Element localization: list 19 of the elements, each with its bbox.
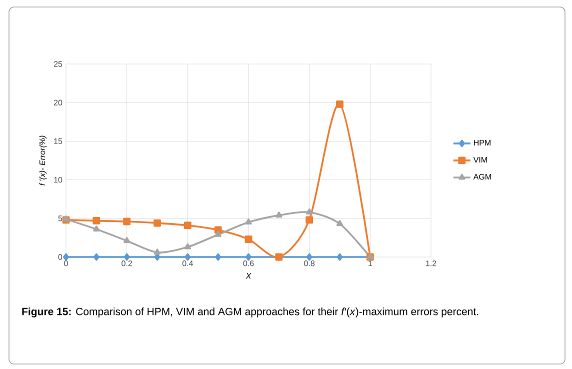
x-tick-label: 0.4 <box>182 260 193 266</box>
y-axis-title: f '(x)- Error(%) <box>39 136 47 186</box>
x-tick-label: 1.2 <box>426 260 436 266</box>
text: Figure 15: Comparison of HPM, VIM and AGM approaches for their f′(x)-maximum errors percent. <box>22 308 478 318</box>
legend-label: HPM <box>474 140 490 146</box>
legend-label: AGM <box>473 174 491 180</box>
y-tick-label: 25 <box>54 61 62 67</box>
y-tick-label: 20 <box>54 100 62 106</box>
x-tick-label: 0 <box>64 260 68 266</box>
x-tick-label: 1 <box>368 260 372 266</box>
x-tick-label: 0.8 <box>304 260 315 266</box>
x-axis-title: X <box>246 273 252 279</box>
y-tick-label: 15 <box>54 138 62 144</box>
x-tick-label: 0.2 <box>122 260 132 266</box>
y-tick-label: 0 <box>58 254 62 260</box>
y-tick-label: 10 <box>54 176 62 183</box>
x-tick-label: 0.6 <box>243 260 254 266</box>
legend-label: VIM <box>473 156 487 162</box>
y-tick-label: 5 <box>58 216 62 222</box>
